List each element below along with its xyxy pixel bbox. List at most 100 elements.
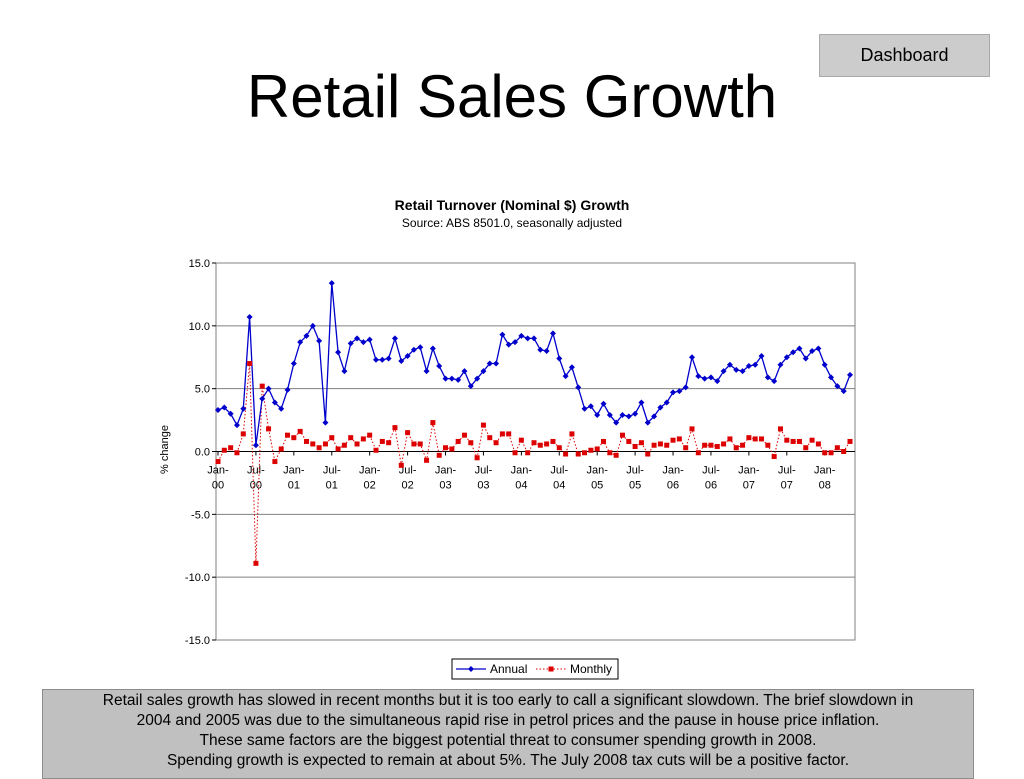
- annual-point: [537, 346, 544, 353]
- legend-monthly-marker: [548, 666, 554, 672]
- monthly-point: [272, 459, 278, 465]
- commentary-line: 2004 and 2005 was due to the simultaneou…: [136, 712, 880, 729]
- monthly-point: [619, 432, 625, 438]
- annual-point: [733, 366, 740, 373]
- annual-point: [783, 354, 790, 361]
- monthly-point: [424, 457, 430, 463]
- annual-point: [726, 361, 733, 368]
- annual-point: [265, 385, 272, 392]
- annual-point: [233, 422, 240, 429]
- monthly-point: [664, 442, 670, 448]
- monthly-point: [430, 420, 436, 426]
- annual-point: [360, 339, 367, 346]
- retail-growth-chart: 15.0 10.0 5.0 0.0 -5.0 -10.0 -15.0 % change Jan-…: [159, 258, 856, 680]
- monthly-point: [525, 450, 531, 456]
- monthly-point: [411, 441, 417, 447]
- annual-point: [581, 405, 588, 412]
- annual-point: [391, 335, 398, 342]
- monthly-point: [493, 440, 499, 446]
- annual-point: [543, 347, 550, 354]
- monthly-point: [638, 440, 644, 446]
- monthly-point: [474, 455, 480, 461]
- annual-point: [278, 405, 285, 412]
- annual-point: [284, 386, 291, 393]
- monthly-point: [670, 437, 676, 443]
- monthly-point: [651, 442, 657, 448]
- monthly-point: [740, 442, 746, 448]
- annual-point: [847, 371, 853, 378]
- annual-point: [802, 355, 809, 362]
- monthly-point: [777, 426, 783, 432]
- monthly-point: [461, 432, 467, 438]
- monthly-point: [354, 441, 360, 447]
- y-tick-label: -15.0: [185, 635, 210, 647]
- annual-point: [512, 339, 519, 346]
- annual-point: [474, 375, 481, 382]
- monthly-point: [512, 450, 518, 456]
- monthly-point: [379, 438, 385, 444]
- monthly-point: [582, 450, 588, 456]
- legend-annual-label: Annual: [490, 662, 527, 676]
- dashboard-button[interactable]: Dashboard: [819, 34, 990, 77]
- x-tick-label: Jul-01: [323, 465, 341, 492]
- annual-point: [271, 399, 278, 406]
- annual-point: [632, 410, 639, 417]
- annual-point: [689, 354, 695, 361]
- monthly-point: [506, 431, 512, 437]
- monthly-point: [373, 447, 379, 453]
- monthly-point: [702, 442, 708, 448]
- annual-point: [575, 384, 582, 391]
- annual-point: [290, 360, 297, 367]
- x-tick-label: Jul-06: [702, 465, 720, 492]
- monthly-point: [803, 445, 809, 451]
- annual-point: [316, 337, 323, 344]
- monthly-point: [721, 441, 727, 447]
- annual-point: [714, 378, 721, 385]
- annual-point: [493, 360, 500, 367]
- monthly-point: [563, 451, 569, 457]
- monthly-point: [815, 441, 821, 447]
- annual-point: [739, 368, 746, 375]
- commentary-line: These same factors are the biggest poten…: [199, 732, 817, 749]
- page-title: Retail Sales Growth: [246, 63, 778, 130]
- annual-point: [562, 373, 569, 380]
- annual-point: [423, 368, 430, 375]
- x-tick-label: Jan-03: [435, 465, 457, 492]
- monthly-point: [221, 447, 227, 453]
- commentary-line: Spending growth is expected to remain at…: [166, 752, 850, 769]
- annual-point: [594, 412, 601, 419]
- monthly-point: [752, 436, 758, 442]
- monthly-point: [784, 437, 790, 443]
- x-tick-label: Jul-04: [550, 465, 568, 492]
- annual-point: [379, 356, 386, 363]
- monthly-point: [468, 440, 474, 446]
- annual-point: [695, 373, 702, 380]
- monthly-point: [436, 452, 442, 458]
- commentary-line: Retail sales growth has slowed in recent…: [102, 692, 914, 709]
- annual-point: [448, 375, 455, 382]
- annual-point: [606, 412, 613, 419]
- monthly-point: [626, 438, 632, 444]
- monthly-point: [449, 446, 455, 452]
- monthly-point: [771, 454, 777, 460]
- annual-point: [297, 339, 304, 346]
- monthly-point: [657, 441, 663, 447]
- monthly-point: [689, 426, 695, 432]
- annual-point: [682, 384, 689, 391]
- monthly-point: [322, 441, 328, 447]
- annual-point: [796, 345, 803, 352]
- annual-point: [429, 345, 436, 352]
- annual-point: [328, 280, 335, 287]
- annual-point: [505, 341, 512, 348]
- annual-point: [303, 332, 310, 339]
- annual-point: [663, 399, 670, 406]
- annual-point: [524, 335, 531, 342]
- monthly-point: [259, 383, 265, 389]
- x-tick-label: Jan-08: [814, 465, 836, 492]
- annual-point: [252, 442, 259, 449]
- y-tick-label: -10.0: [185, 572, 210, 584]
- annual-point: [518, 332, 525, 339]
- monthly-point: [405, 430, 411, 436]
- annual-point: [720, 368, 727, 375]
- monthly-point: [632, 443, 638, 449]
